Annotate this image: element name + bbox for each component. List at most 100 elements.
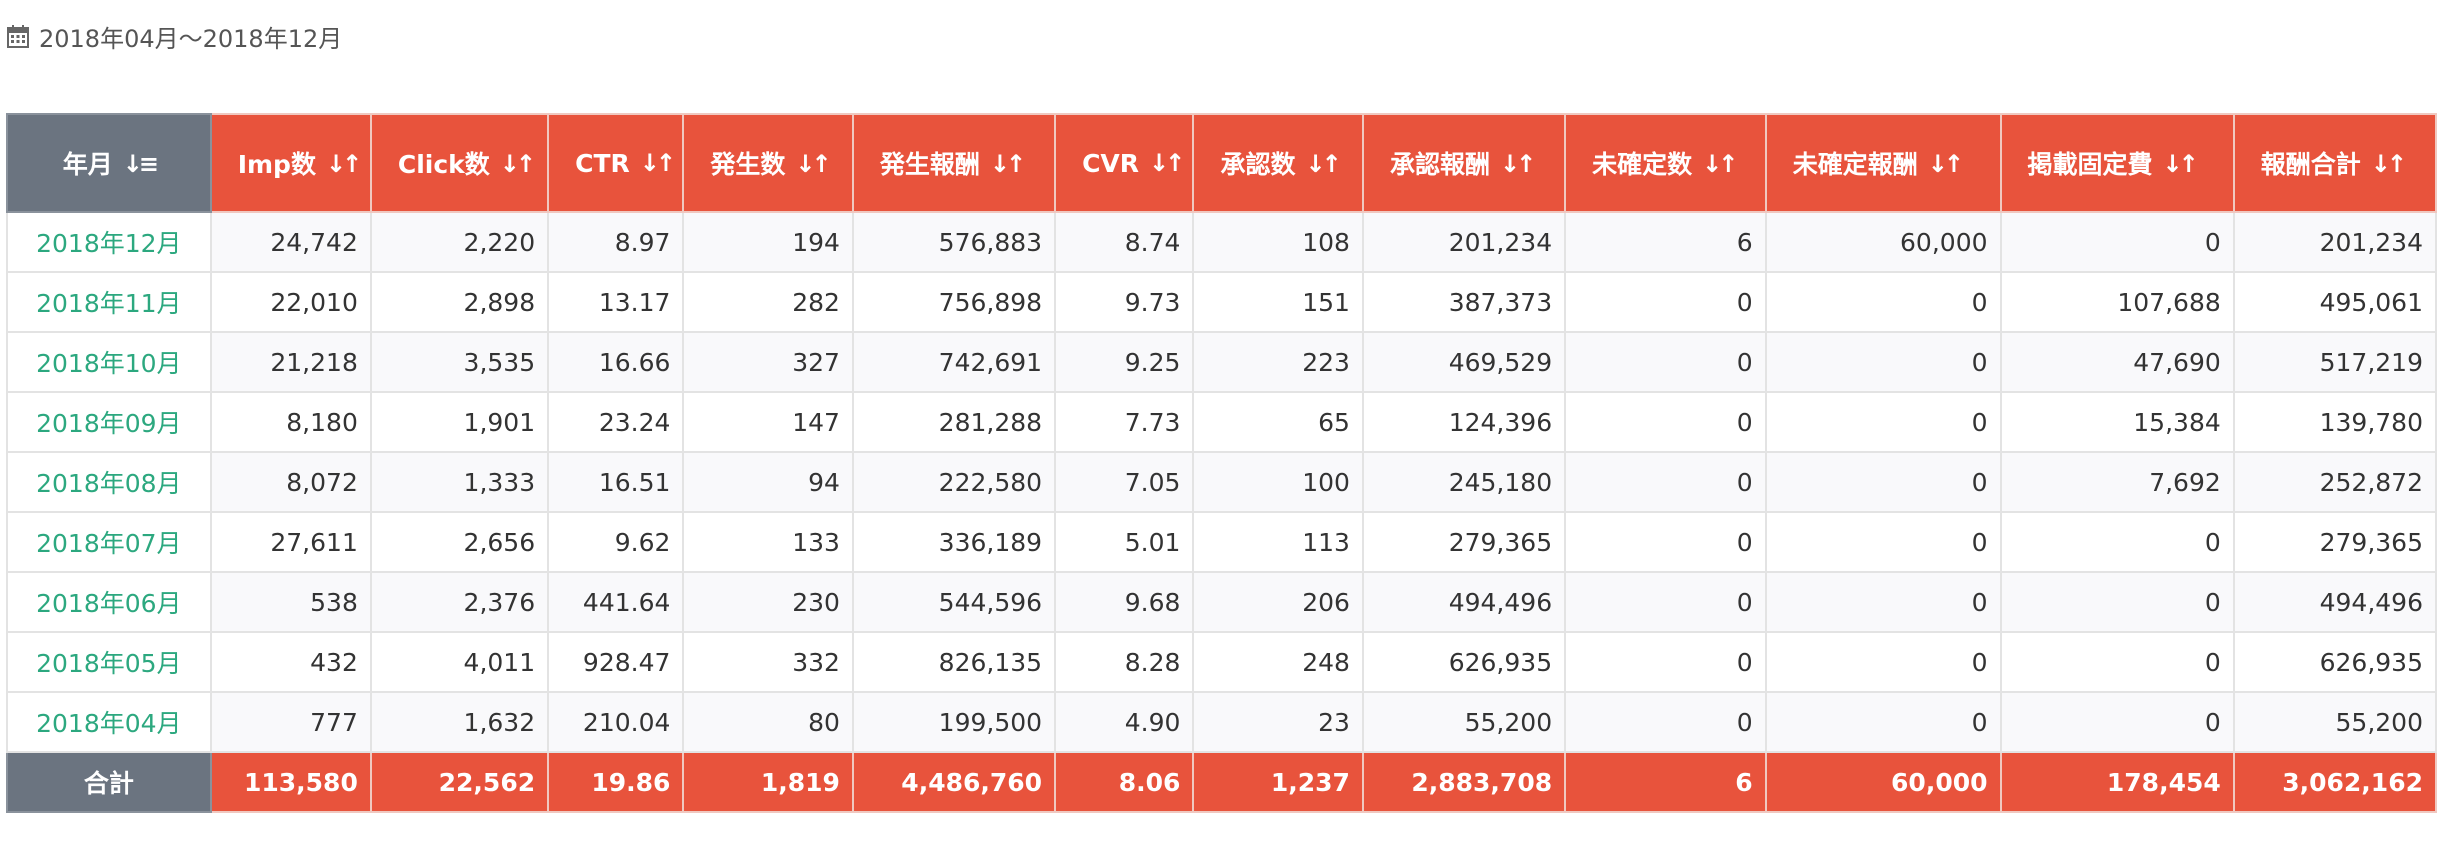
table-cell: 0 xyxy=(1764,451,2002,513)
table-cell: 756,898 xyxy=(851,271,1057,333)
totals-cell: 3,062,162 xyxy=(2232,751,2437,813)
year-month-link[interactable]: 2018年09月 xyxy=(6,391,212,453)
sort-icon[interactable]: ↓↑ xyxy=(2370,150,2407,178)
column-header[interactable]: 発生報酬 ↓↑ xyxy=(851,113,1057,213)
table-cell: 65 xyxy=(1192,391,1364,453)
table-cell: 0 xyxy=(1999,631,2235,693)
table-cell: 47,690 xyxy=(1999,331,2235,393)
table-cell: 0 xyxy=(1564,451,1767,513)
table-cell: 24,742 xyxy=(209,211,372,273)
column-header-year-month[interactable]: 年月 ↓≡ xyxy=(6,113,212,213)
sort-desc-icon[interactable]: ↓≡ xyxy=(122,150,159,178)
table-cell: 777 xyxy=(209,691,372,753)
column-header-label: CTR xyxy=(575,148,630,178)
sort-icon[interactable]: ↓↑ xyxy=(1499,150,1536,178)
column-header[interactable]: 発生数 ↓↑ xyxy=(682,113,854,213)
column-header[interactable]: 承認報酬 ↓↑ xyxy=(1361,113,1567,213)
table-cell: 281,288 xyxy=(851,391,1057,453)
table-cell: 151 xyxy=(1192,271,1364,333)
column-header[interactable]: Imp数 ↓↑ xyxy=(209,113,372,213)
table-cell: 124,396 xyxy=(1361,391,1567,453)
totals-cell: 22,562 xyxy=(369,751,550,813)
totals-cell: 6 xyxy=(1564,751,1767,813)
column-header[interactable]: CVR ↓↑ xyxy=(1054,113,1195,213)
table-cell: 0 xyxy=(1564,271,1767,333)
sort-icon[interactable]: ↓↑ xyxy=(795,150,831,178)
sort-icon[interactable]: ↓↑ xyxy=(499,150,536,178)
table-cell: 9.62 xyxy=(547,511,685,573)
column-header-label: 未確定報酬 xyxy=(1792,150,1918,179)
table-cell: 0 xyxy=(1999,511,2235,573)
sort-icon[interactable]: ↓↑ xyxy=(1927,150,1964,178)
column-header[interactable]: 未確定数 ↓↑ xyxy=(1564,113,1767,213)
table-cell: 16.51 xyxy=(547,451,685,513)
column-header[interactable]: 掲載固定費 ↓↑ xyxy=(1999,113,2235,213)
sort-icon[interactable]: ↓↑ xyxy=(639,148,676,177)
table-cell: 0 xyxy=(1764,331,2002,393)
table-row: 2018年05月 432 4,011 928.47 332 826,135 8.28 248 6… xyxy=(6,631,2437,693)
column-header[interactable]: 未確定報酬 ↓↑ xyxy=(1764,113,2002,213)
table-cell: 826,135 xyxy=(851,631,1057,693)
table-cell: 147 xyxy=(682,391,854,453)
monthly-report-table: 年月 ↓≡ Imp数 ↓↑ Click数 ↓↑ CTR ↓↑ 発生数 ↓↑ 発生報酬 ↓↑ CVR ↓↑ 承… xyxy=(6,113,2437,813)
table-cell: 517,219 xyxy=(2232,331,2437,393)
table-row: 2018年12月 24,742 2,220 8.97 194 576,883 8.74 108… xyxy=(6,211,2437,273)
table-cell: 22,010 xyxy=(209,271,372,333)
year-month-link[interactable]: 2018年08月 xyxy=(6,451,212,513)
totals-cell: 19.86 xyxy=(547,751,685,813)
table-cell: 2,376 xyxy=(369,571,550,633)
table-cell: 55,200 xyxy=(1361,691,1567,753)
year-month-link[interactable]: 2018年05月 xyxy=(6,631,212,693)
table-cell: 0 xyxy=(1764,391,2002,453)
table-cell: 2,656 xyxy=(369,511,550,573)
totals-cell: 1,237 xyxy=(1192,751,1364,813)
year-month-link[interactable]: 2018年06月 xyxy=(6,571,212,633)
totals-cell: 4,486,760 xyxy=(851,751,1057,813)
table-cell: 576,883 xyxy=(851,211,1057,273)
year-month-link[interactable]: 2018年11月 xyxy=(6,271,212,333)
period-label: 2018年04月～2018年12月 xyxy=(39,24,343,53)
table-cell: 16.66 xyxy=(547,331,685,393)
table-cell: 133 xyxy=(682,511,854,573)
table-cell: 5.01 xyxy=(1054,511,1195,573)
sort-icon[interactable]: ↓↑ xyxy=(1149,148,1185,177)
table-cell: 199,500 xyxy=(851,691,1057,753)
table-cell: 206 xyxy=(1192,571,1364,633)
column-header[interactable]: CTR ↓↑ xyxy=(547,113,685,213)
table-cell: 248 xyxy=(1192,631,1364,693)
year-month-link[interactable]: 2018年12月 xyxy=(6,211,212,273)
table-cell: 80 xyxy=(682,691,854,753)
totals-cell: 8.06 xyxy=(1054,751,1195,813)
table-cell: 7.05 xyxy=(1054,451,1195,513)
table-cell: 432 xyxy=(209,631,372,693)
year-month-link[interactable]: 2018年07月 xyxy=(6,511,212,573)
year-month-link[interactable]: 2018年10月 xyxy=(6,331,212,393)
column-header[interactable]: Click数 ↓↑ xyxy=(369,113,550,213)
sort-icon[interactable]: ↓↑ xyxy=(1702,150,1738,178)
sort-icon[interactable]: ↓↑ xyxy=(2162,150,2199,178)
sort-icon[interactable]: ↓↑ xyxy=(325,150,362,178)
table-row: 2018年10月 21,218 3,535 16.66 327 742,691 9.25 22… xyxy=(6,331,2437,393)
table-cell: 8.74 xyxy=(1054,211,1195,273)
table-cell: 0 xyxy=(1999,691,2235,753)
table-cell: 6 xyxy=(1564,211,1767,273)
sort-icon[interactable]: ↓↑ xyxy=(989,150,1026,178)
table-cell: 8,180 xyxy=(209,391,372,453)
column-header-label: 年月 xyxy=(62,150,113,179)
table-cell: 0 xyxy=(1564,511,1767,573)
sort-icon[interactable]: ↓↑ xyxy=(1305,150,1341,178)
table-cell: 15,384 xyxy=(1999,391,2235,453)
column-header-label: CVR xyxy=(1082,148,1140,178)
table-cell: 9.25 xyxy=(1054,331,1195,393)
table-cell: 222,580 xyxy=(851,451,1057,513)
table-cell: 327 xyxy=(682,331,854,393)
table-cell: 107,688 xyxy=(1999,271,2235,333)
table-cell: 538 xyxy=(209,571,372,633)
table-cell: 279,365 xyxy=(2232,511,2437,573)
table-cell: 469,529 xyxy=(1361,331,1567,393)
column-header[interactable]: 報酬合計 ↓↑ xyxy=(2232,113,2437,213)
table-cell: 210.04 xyxy=(547,691,685,753)
table-cell: 8.97 xyxy=(547,211,685,273)
column-header[interactable]: 承認数 ↓↑ xyxy=(1192,113,1364,213)
year-month-link[interactable]: 2018年04月 xyxy=(6,691,212,753)
